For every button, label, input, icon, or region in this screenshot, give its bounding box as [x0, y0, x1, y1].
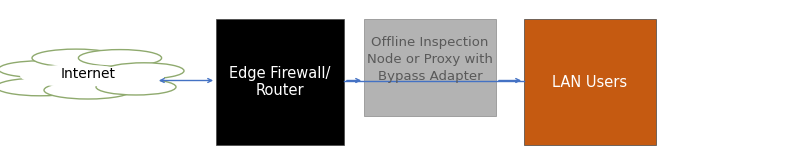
- Text: LAN Users: LAN Users: [553, 75, 627, 90]
- Circle shape: [20, 64, 132, 87]
- Circle shape: [32, 49, 120, 67]
- Text: Internet: Internet: [61, 67, 115, 81]
- FancyBboxPatch shape: [216, 19, 344, 145]
- Text: Edge Firewall/
Router: Edge Firewall/ Router: [230, 66, 330, 98]
- Circle shape: [0, 78, 84, 96]
- Circle shape: [0, 61, 82, 78]
- Circle shape: [78, 50, 162, 66]
- FancyBboxPatch shape: [364, 19, 496, 116]
- Text: Offline Inspection
Node or Proxy with
Bypass Adapter: Offline Inspection Node or Proxy with By…: [367, 36, 493, 83]
- Circle shape: [104, 63, 184, 79]
- Circle shape: [96, 79, 176, 95]
- FancyBboxPatch shape: [524, 19, 656, 145]
- Circle shape: [68, 68, 164, 87]
- Circle shape: [44, 81, 132, 99]
